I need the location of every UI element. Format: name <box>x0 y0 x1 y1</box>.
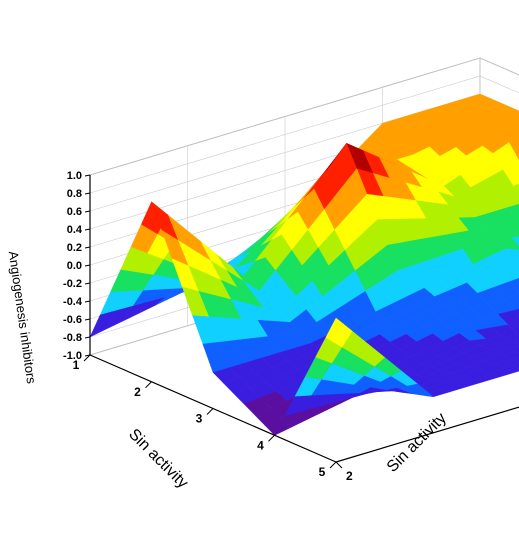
tick-labels: 12345246-1.0-0.8-0.6-0.4-0.20.00.20.40.6… <box>63 170 353 483</box>
x-tick-mark <box>268 434 275 442</box>
z-tick-label: -0.8 <box>63 332 82 344</box>
z-tick-label: 0.4 <box>67 224 83 236</box>
z-tick-label: -0.2 <box>63 278 82 290</box>
x-tick-label: 4 <box>257 438 264 452</box>
surface-patch <box>325 317 353 348</box>
z-tick-label: 0.6 <box>67 206 82 218</box>
y-tick-label: 2 <box>346 469 353 483</box>
y-axis-title: Sin activity <box>384 410 450 476</box>
x-tick-mark <box>206 408 214 415</box>
x-tick-mark <box>145 381 152 389</box>
z-tick-mark <box>84 192 91 195</box>
surface-mesh <box>89 93 519 436</box>
z-tick-mark <box>84 354 91 357</box>
y-tick-mark <box>335 461 343 469</box>
x-tick-label: 2 <box>134 385 141 399</box>
z-tick-label: 0.0 <box>67 260 82 272</box>
z-tick-mark <box>84 228 91 231</box>
z-tick-label: 0.2 <box>67 242 82 254</box>
z-tick-label: 1.0 <box>67 170 82 182</box>
z-tick-label: -1.0 <box>63 350 82 362</box>
z-tick-mark <box>84 264 91 267</box>
z-tick-mark <box>84 300 91 303</box>
surface-patch <box>514 123 519 129</box>
z-tick-mark <box>84 282 91 285</box>
z-axis-title: Angiogenesis inhibitors <box>6 250 40 385</box>
x-axis-title: Sin activity <box>125 426 191 492</box>
z-tick-mark <box>84 174 91 177</box>
x-tick-label: 3 <box>196 412 203 426</box>
x-tick-mark <box>83 354 91 362</box>
z-tick-mark <box>84 246 91 249</box>
surface-patch <box>513 183 519 196</box>
z-tick-label: 0.8 <box>67 188 82 200</box>
x-tick-label: 5 <box>319 465 326 479</box>
z-tick-mark <box>84 210 91 213</box>
z-tick-label: -0.6 <box>63 314 82 326</box>
x-tick-mark <box>329 461 337 469</box>
x-tick-label: 1 <box>73 358 80 372</box>
z-tick-label: -0.4 <box>63 296 83 308</box>
y-axis-line <box>335 406 519 463</box>
z-tick-mark <box>84 336 91 339</box>
z-tick-mark <box>84 318 91 321</box>
